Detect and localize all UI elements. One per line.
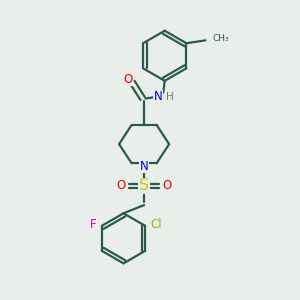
Text: H: H [166, 92, 174, 102]
Text: Cl: Cl [151, 218, 162, 231]
Text: O: O [163, 179, 172, 192]
Text: O: O [123, 73, 133, 86]
Text: N: N [154, 91, 162, 103]
Text: CH₃: CH₃ [212, 34, 229, 43]
Text: F: F [90, 218, 97, 231]
Text: O: O [116, 179, 126, 192]
Text: N: N [140, 160, 148, 173]
Text: S: S [139, 178, 149, 194]
